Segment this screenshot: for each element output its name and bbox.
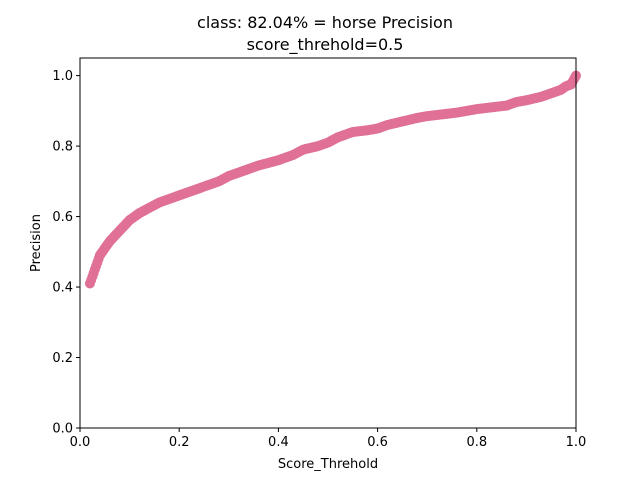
y-tick-label: 0.8 bbox=[52, 140, 73, 155]
x-axis-label: Score_Threhold bbox=[278, 457, 378, 472]
y-axis-label: Precision bbox=[29, 214, 44, 272]
x-tick-label: 0.4 bbox=[268, 435, 289, 450]
y-axis-ticks: 0.0 0.2 0.4 0.6 0.8 1.0 bbox=[52, 69, 80, 437]
data-points bbox=[84, 70, 581, 289]
y-tick-label: 0.4 bbox=[52, 281, 73, 296]
y-tick-label: 1.0 bbox=[52, 69, 73, 84]
y-tick-label: 0.2 bbox=[52, 351, 73, 366]
x-tick-label: 0.0 bbox=[70, 435, 91, 450]
x-axis-ticks: 0.0 0.2 0.4 0.6 0.8 1.0 bbox=[70, 428, 587, 450]
y-tick-label: 0.6 bbox=[52, 210, 73, 225]
x-tick-label: 0.6 bbox=[367, 435, 388, 450]
x-tick-label: 1.0 bbox=[566, 435, 587, 450]
plot-frame bbox=[79, 57, 577, 429]
chart-title: class: 82.04% = horse Precision bbox=[197, 13, 453, 32]
y-tick-label: 0.0 bbox=[52, 422, 73, 437]
x-tick-label: 0.2 bbox=[169, 435, 190, 450]
chart-subtitle: score_threhold=0.5 bbox=[247, 35, 404, 55]
x-tick-label: 0.8 bbox=[466, 435, 487, 450]
